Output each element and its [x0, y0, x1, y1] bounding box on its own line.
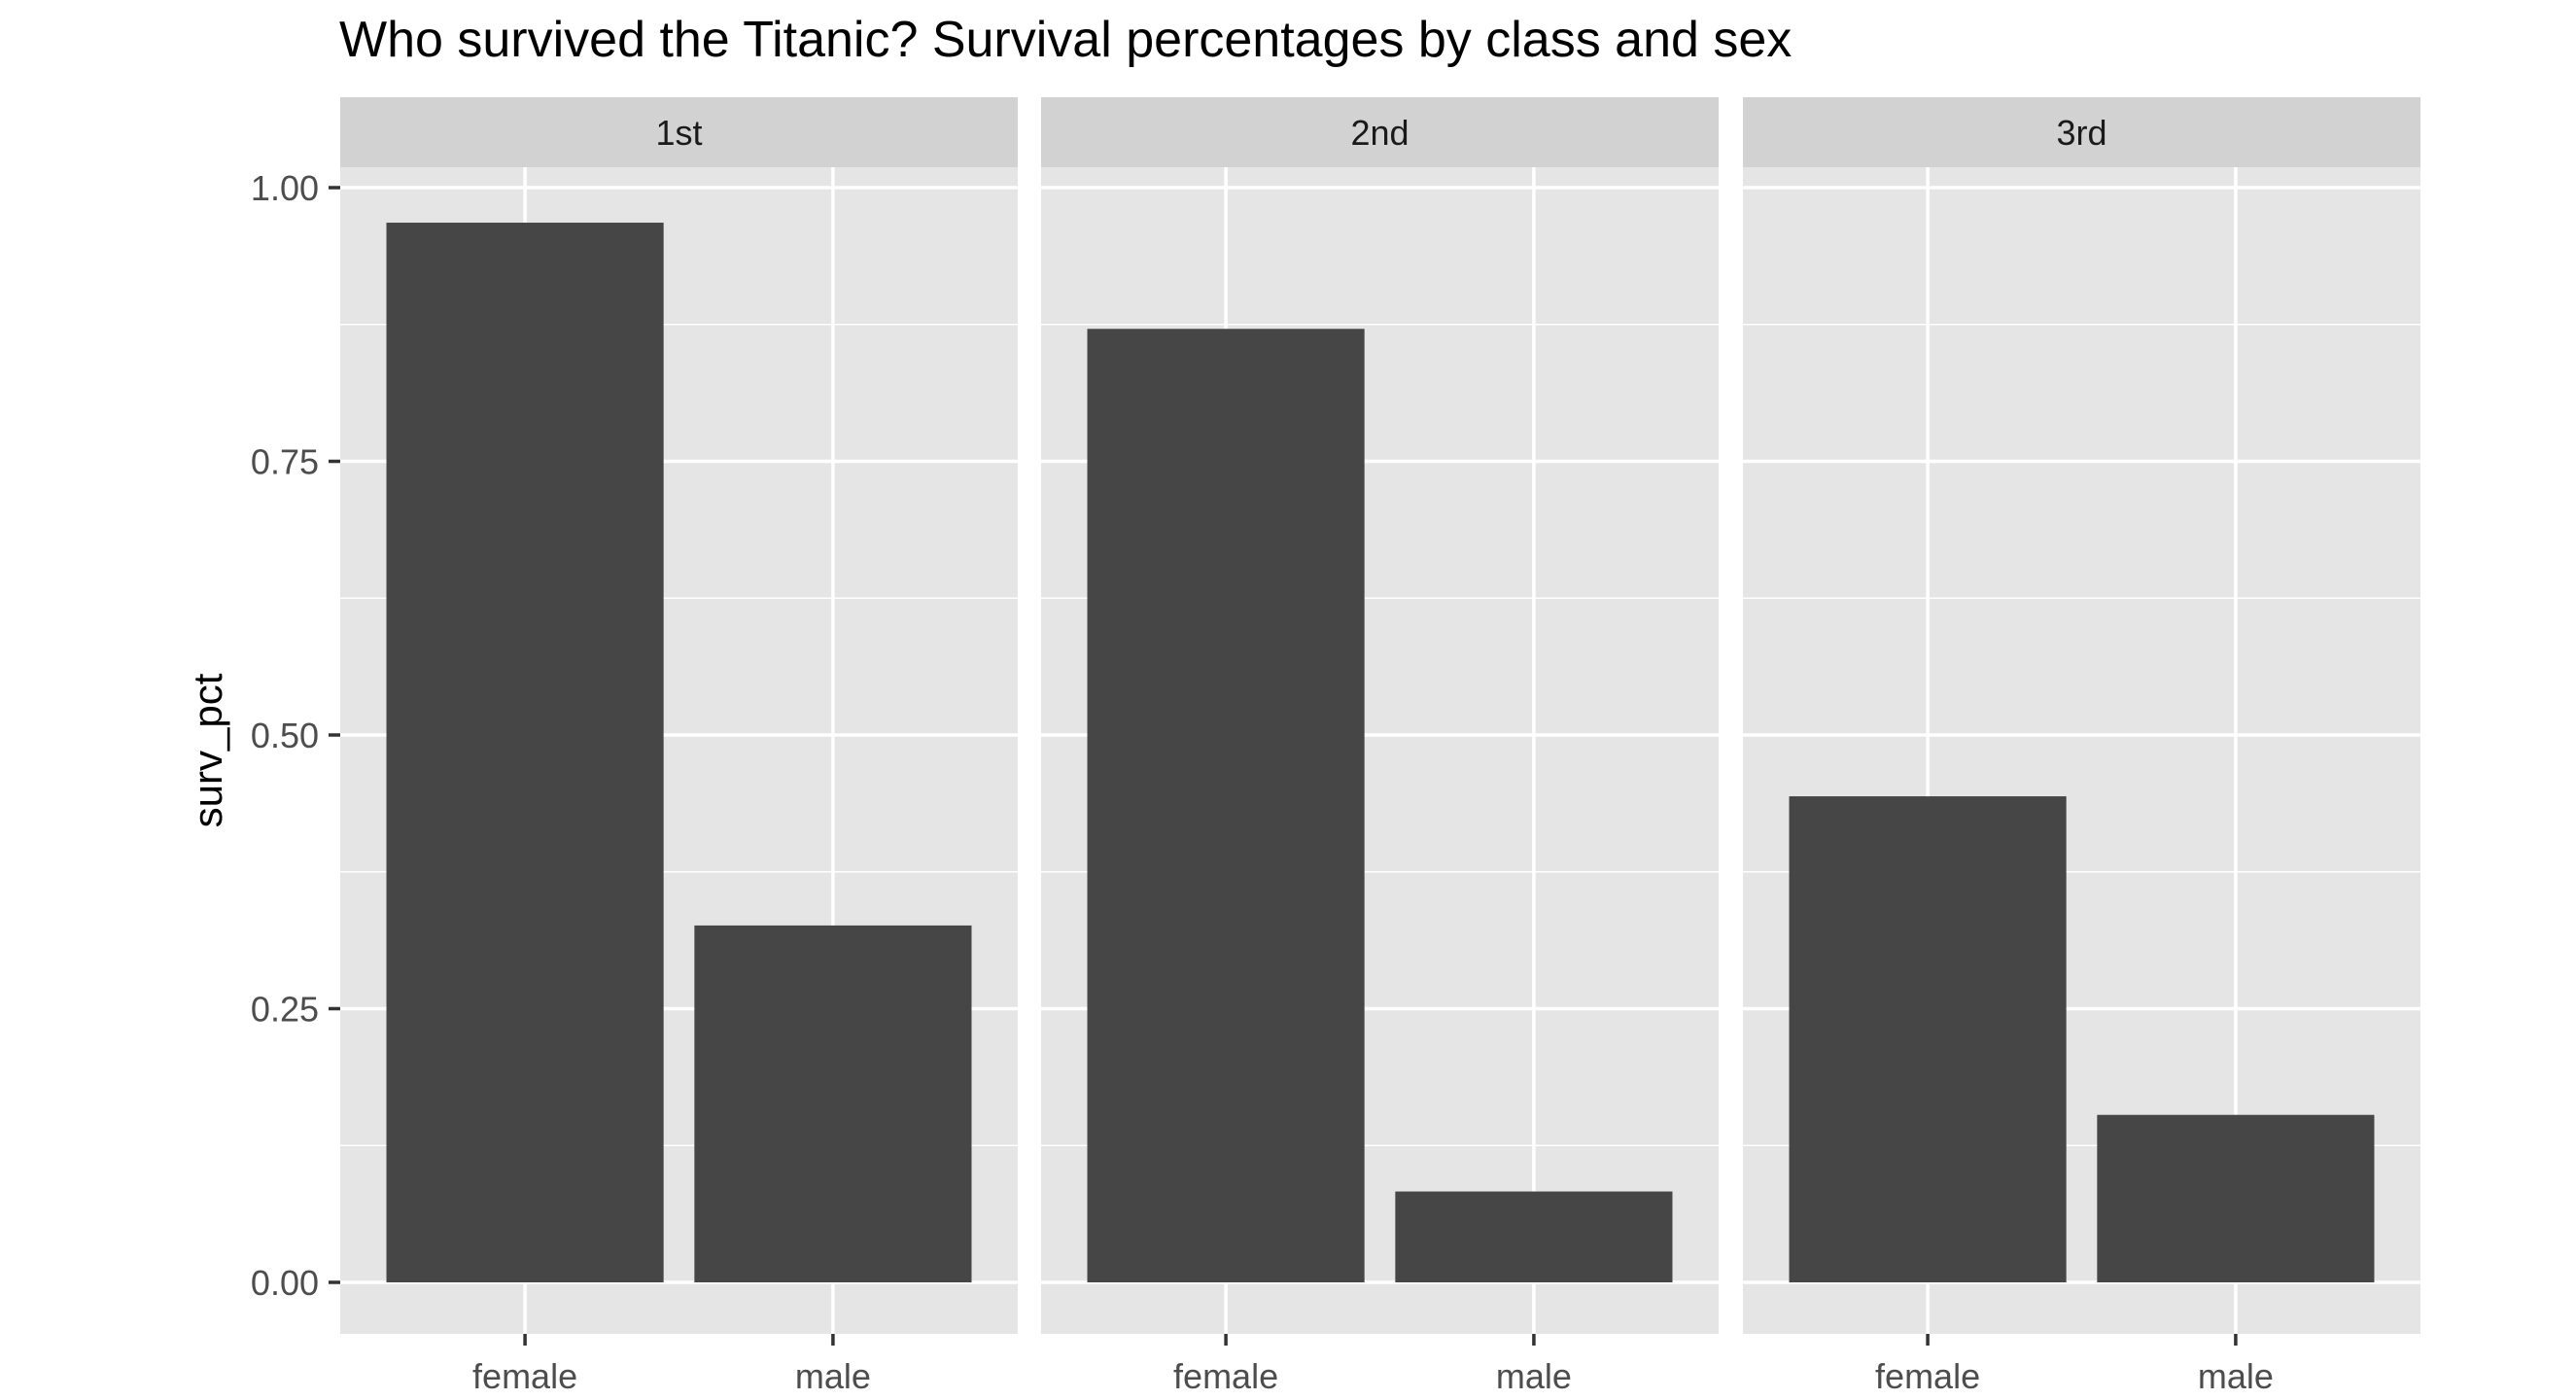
- y-tick-label: 0.00: [251, 1263, 319, 1303]
- x-tick-label: male: [795, 1356, 871, 1396]
- y-tick-label: 0.50: [251, 716, 319, 755]
- x-tick-label: female: [1173, 1356, 1278, 1396]
- facets-layer: 1st female male 2nd female male 3rd female male: [340, 97, 2420, 1396]
- x-tick-label: female: [1875, 1356, 1980, 1396]
- facet-strip-label: 1st: [655, 113, 702, 153]
- facet-strip: [1743, 97, 2420, 167]
- bar-2nd-male: [1395, 1191, 1673, 1282]
- bar-3rd-male: [2097, 1114, 2375, 1282]
- y-axis: 0.00 0.25 0.50 0.75 1.00: [251, 168, 340, 1303]
- bar-1st-male: [694, 925, 972, 1282]
- facet-panel-2: 2nd female male: [1041, 97, 1719, 1396]
- facet-strip-label: 2nd: [1350, 113, 1409, 153]
- facet-strip: [340, 97, 1018, 167]
- y-tick-label: 0.25: [251, 990, 319, 1030]
- facet-panel-3: 3rd female male: [1743, 97, 2420, 1396]
- bar-1st-female: [386, 223, 664, 1283]
- facet-strip-label: 3rd: [2056, 113, 2106, 153]
- bar-2nd-female: [1087, 329, 1365, 1282]
- facet-strip: [1041, 97, 1719, 167]
- y-axis-label: surv_pct: [185, 673, 230, 827]
- y-tick-label: 1.00: [251, 168, 319, 208]
- x-tick-label: female: [472, 1356, 577, 1396]
- x-tick-label: male: [2198, 1356, 2274, 1396]
- facet-panel-1: 1st female male: [340, 97, 1018, 1396]
- bar-3rd-female: [1789, 796, 2067, 1282]
- chart-title: Who survived the Titanic? Survival perce…: [339, 12, 1792, 68]
- y-tick-label: 0.75: [251, 442, 319, 482]
- x-tick-label: male: [1496, 1356, 1572, 1396]
